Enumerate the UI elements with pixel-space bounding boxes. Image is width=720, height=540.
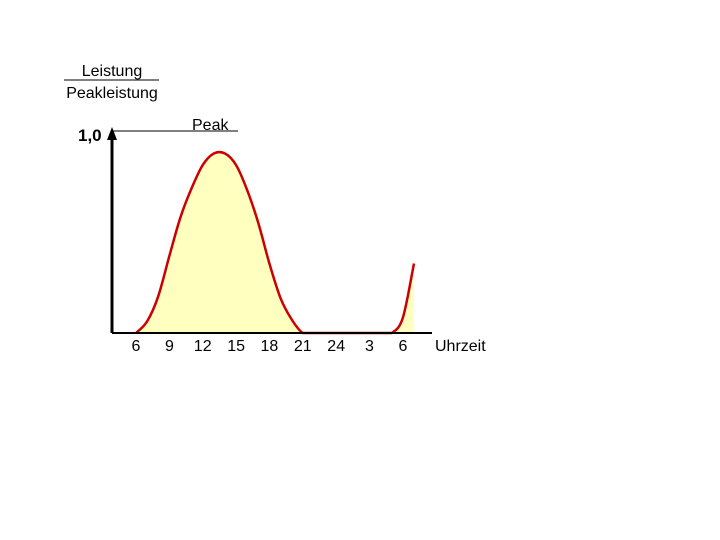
y-axis-arrow [107, 127, 117, 140]
x-tick-labels: 6 9 12 15 18 21 24 3 6 [132, 338, 408, 355]
x-tick-label: 21 [294, 338, 312, 355]
ylabel-numerator: Leistung [82, 63, 143, 80]
x-tick-label: 6 [132, 338, 141, 355]
x-tick-label: 15 [227, 338, 245, 355]
axes [64, 79, 432, 334]
ylabel-denominator: Peakleistung [66, 85, 158, 102]
area-series [135, 150, 416, 335]
x-tick-label: 6 [398, 338, 407, 355]
x-tick-label: 9 [165, 338, 174, 355]
y-tick-label: 1,0 [78, 126, 102, 145]
x-axis-label: Uhrzeit [435, 338, 486, 355]
x-tick-label: 24 [327, 338, 345, 355]
x-tick-label: 18 [261, 338, 279, 355]
peak-label: Peak [192, 117, 229, 134]
x-tick-label: 12 [194, 338, 212, 355]
area-fill [136, 152, 414, 333]
x-tick-label: 3 [365, 338, 374, 355]
